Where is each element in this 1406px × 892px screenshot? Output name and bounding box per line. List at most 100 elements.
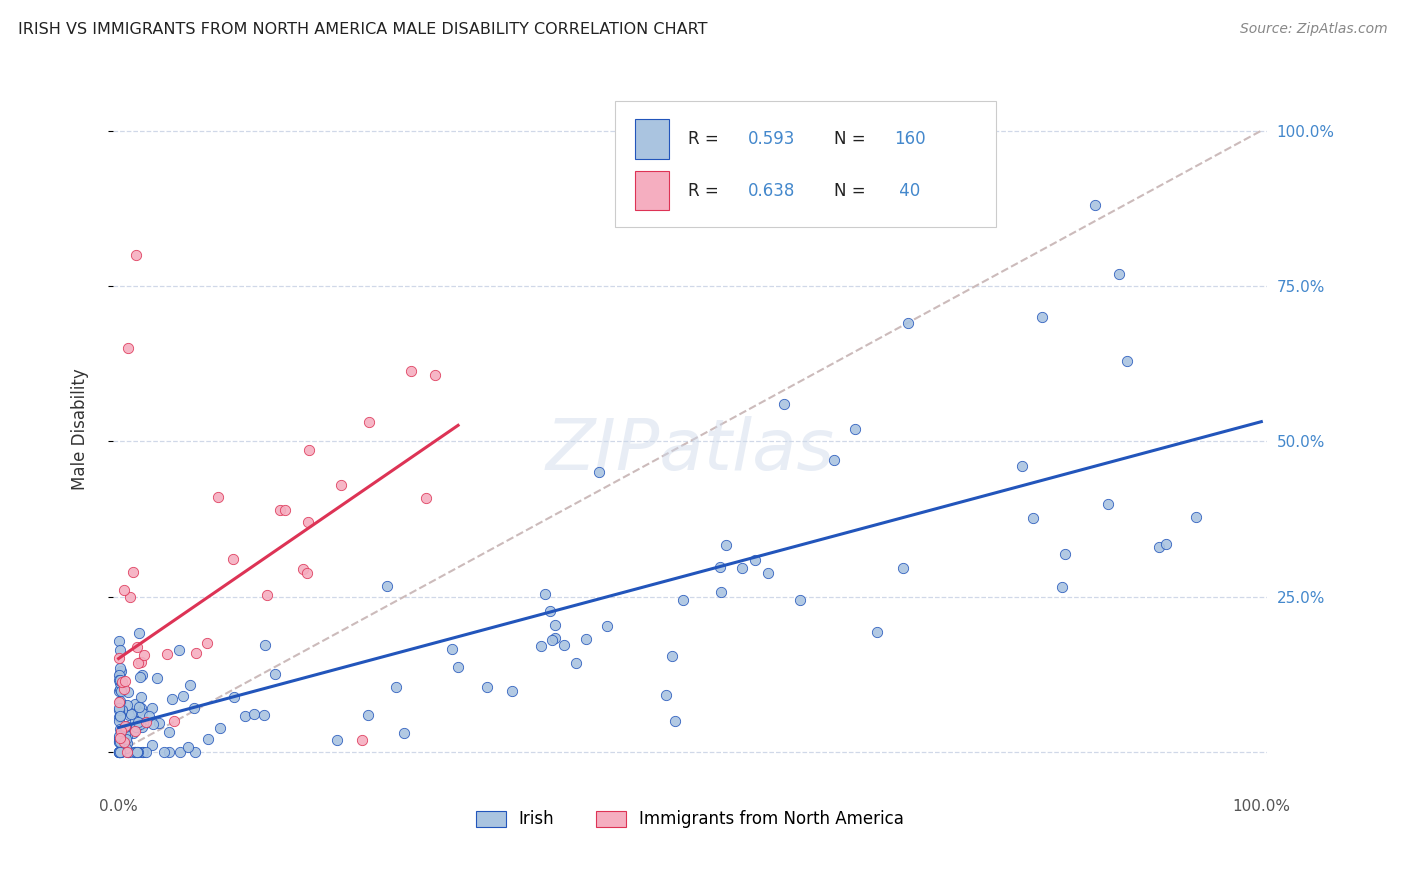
Point xyxy=(108,668,131,682)
Point xyxy=(541,632,564,647)
Point xyxy=(127,745,149,759)
Point xyxy=(596,619,619,633)
Point xyxy=(134,648,156,662)
Point xyxy=(114,673,136,688)
Point xyxy=(256,588,278,602)
Point xyxy=(142,717,165,731)
Point xyxy=(125,720,148,734)
Point xyxy=(823,453,845,467)
Point xyxy=(132,745,155,759)
Point xyxy=(773,397,796,411)
Point xyxy=(107,745,129,759)
Point xyxy=(1050,580,1073,594)
Point xyxy=(115,730,138,744)
Point xyxy=(385,681,408,695)
Text: 0.638: 0.638 xyxy=(748,182,794,200)
Point xyxy=(110,665,132,680)
Text: R =: R = xyxy=(688,130,724,148)
Point xyxy=(714,538,737,552)
Point xyxy=(588,466,610,480)
Point xyxy=(117,341,139,355)
Point xyxy=(538,604,561,618)
Point xyxy=(110,706,132,721)
Point xyxy=(183,745,205,759)
Point xyxy=(108,710,131,724)
Point xyxy=(128,699,150,714)
Point xyxy=(108,731,131,746)
Point xyxy=(108,708,131,723)
Point xyxy=(122,745,145,759)
Point xyxy=(112,743,135,757)
Point xyxy=(129,690,152,704)
Point xyxy=(131,701,153,715)
Point xyxy=(108,673,131,687)
Point xyxy=(107,700,129,714)
Point xyxy=(243,706,266,721)
Point xyxy=(124,745,146,759)
Point xyxy=(131,720,153,734)
Point xyxy=(117,745,139,759)
Point xyxy=(108,696,131,710)
Point xyxy=(110,724,132,739)
Point xyxy=(197,732,219,747)
Point xyxy=(501,684,523,698)
Point xyxy=(352,732,374,747)
Point xyxy=(127,745,149,759)
Point xyxy=(207,490,229,504)
Point xyxy=(425,368,447,383)
Point xyxy=(108,745,131,759)
Point xyxy=(172,690,194,704)
Point xyxy=(672,593,695,607)
Point xyxy=(107,734,129,748)
Point xyxy=(169,745,191,759)
Point xyxy=(1031,310,1053,324)
Point xyxy=(108,661,131,675)
Point xyxy=(553,638,575,652)
Point xyxy=(186,646,208,660)
Y-axis label: Male Disability: Male Disability xyxy=(72,368,89,490)
Point xyxy=(264,666,287,681)
Point xyxy=(110,665,132,679)
Point xyxy=(134,715,156,730)
Point xyxy=(291,562,314,576)
Point xyxy=(108,745,131,759)
Point xyxy=(127,714,149,729)
Point xyxy=(111,675,134,690)
Point xyxy=(108,651,131,665)
Point xyxy=(1053,547,1076,561)
Point xyxy=(298,442,321,457)
Point xyxy=(1184,510,1206,524)
Point xyxy=(177,739,200,754)
Point xyxy=(163,714,186,728)
Point xyxy=(731,560,754,574)
Point xyxy=(120,706,142,721)
Text: 40: 40 xyxy=(894,182,921,200)
Point xyxy=(167,643,190,657)
Point xyxy=(131,667,153,681)
Point xyxy=(440,641,463,656)
Point xyxy=(664,714,686,728)
Point xyxy=(131,745,153,759)
Point xyxy=(254,638,277,652)
Point xyxy=(530,639,553,653)
Point xyxy=(115,735,138,749)
Point xyxy=(108,729,131,743)
Point xyxy=(110,683,132,698)
Point xyxy=(112,583,135,598)
Point xyxy=(108,697,131,711)
Point xyxy=(108,735,131,749)
Point xyxy=(141,701,163,715)
Point xyxy=(127,704,149,718)
Point xyxy=(544,617,567,632)
Point xyxy=(159,725,181,739)
Point xyxy=(124,745,146,759)
Point xyxy=(108,681,131,696)
Point xyxy=(129,670,152,684)
Point xyxy=(110,745,132,759)
Point xyxy=(744,552,766,566)
Point xyxy=(359,415,381,429)
Point xyxy=(108,745,131,759)
Point xyxy=(329,477,352,491)
Point xyxy=(107,714,129,728)
Point xyxy=(274,503,297,517)
